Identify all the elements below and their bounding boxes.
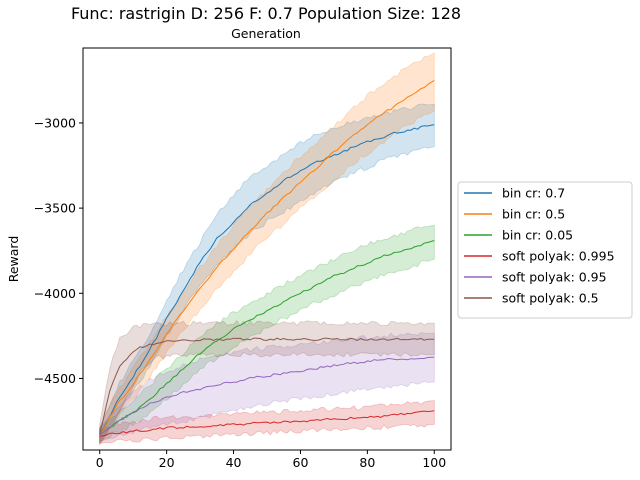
- band-bin-cr-0-7: [99, 103, 435, 445]
- legend-label-bin-cr-0-05: bin cr: 0.05: [502, 228, 573, 243]
- line-layer: [99, 79, 435, 437]
- band-soft-polyak-0-95: [99, 332, 435, 443]
- y-tick-label: −4500: [34, 371, 76, 386]
- legend: bin cr: 0.7 bin cr: 0.5 bin cr: 0.05 soft p…: [457, 181, 633, 319]
- band-soft-polyak-0-5: [99, 320, 435, 447]
- x-tick-label: 60: [293, 455, 309, 470]
- x-tick-label: 0: [96, 455, 104, 470]
- x-axis: 0 20 40 60 80 100: [96, 450, 446, 470]
- series-line-bin-cr-0-7: [99, 124, 435, 437]
- band-layer: [99, 52, 435, 447]
- series-line-soft-polyak-0-995: [99, 410, 435, 437]
- y-tick-label: −3000: [34, 115, 76, 130]
- series-line-soft-polyak-0-5: [99, 337, 435, 435]
- y-tick-label: −4000: [34, 286, 76, 301]
- chart-subtitle: Generation: [231, 26, 301, 41]
- series-line-bin-cr-0-5: [99, 79, 435, 437]
- chart-title: Func: rastrigin D: 256 F: 0.7 Population…: [71, 4, 461, 23]
- y-axis: −4500 −4000 −3500 −3000: [34, 115, 83, 386]
- x-tick-label: 20: [159, 455, 175, 470]
- legend-label-bin-cr-0-5: bin cr: 0.5: [502, 207, 565, 222]
- x-tick-label: 40: [226, 455, 242, 470]
- legend-label-bin-cr-0-7: bin cr: 0.7: [502, 186, 565, 201]
- x-tick-label: 80: [359, 455, 375, 470]
- legend-frame: [457, 181, 633, 319]
- x-tick-label: 100: [422, 455, 446, 470]
- band-bin-cr-0-5: [99, 52, 435, 445]
- series-line-soft-polyak-0-95: [99, 356, 435, 436]
- legend-label-soft-polyak-0-995: soft polyak: 0.995: [502, 249, 615, 264]
- plot-frame: [82, 47, 452, 451]
- legend-label-soft-polyak-0-5: soft polyak: 0.5: [502, 291, 599, 306]
- band-bin-cr-0-05: [99, 224, 435, 443]
- legend-label-soft-polyak-0-95: soft polyak: 0.95: [502, 270, 607, 285]
- y-tick-label: −3500: [34, 201, 76, 216]
- y-axis-label: Reward: [6, 236, 21, 283]
- series-line-bin-cr-0-05: [99, 240, 435, 436]
